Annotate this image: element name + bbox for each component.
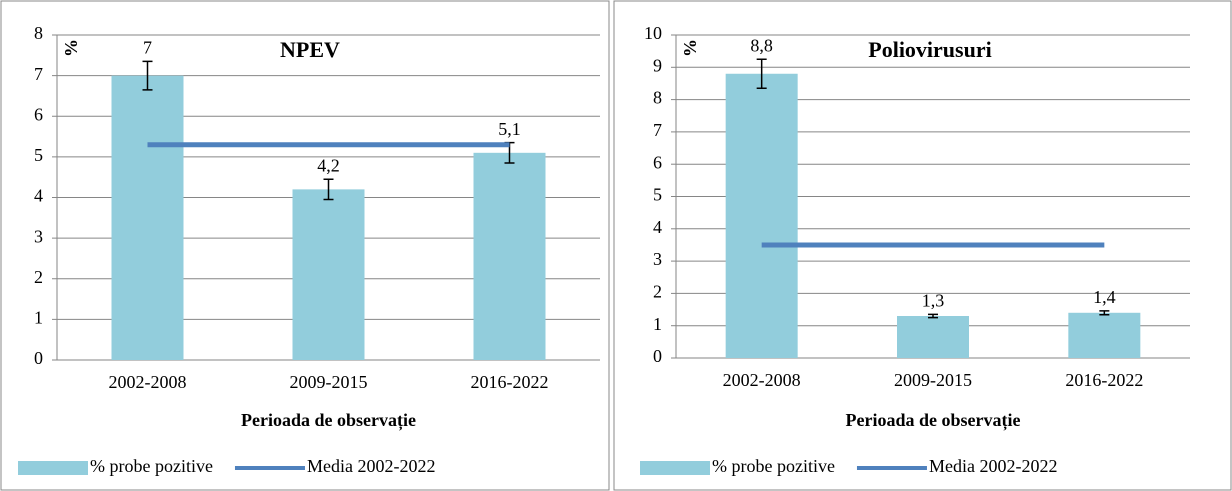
y-tick-label: 7 — [34, 64, 43, 84]
x-tick-label: 2002-2008 — [723, 370, 801, 390]
error-bar — [928, 313, 938, 319]
bar — [292, 189, 365, 360]
data-label: 7 — [143, 38, 152, 58]
legend-label: % probe pozitive — [90, 456, 213, 476]
y-tick-label: 6 — [653, 152, 662, 172]
x-axis-label: Perioada de observație — [846, 410, 1021, 431]
bar — [725, 73, 798, 358]
y-tick-label: 7 — [653, 120, 662, 140]
x-tick-label: 2016-2022 — [1065, 370, 1143, 390]
y-tick-label: 8 — [34, 23, 43, 43]
y-axis-label: % — [680, 39, 700, 57]
bar — [473, 152, 546, 360]
legend-swatch — [18, 461, 88, 475]
y-tick-label: 3 — [653, 249, 662, 269]
bar — [111, 75, 184, 360]
error-bar — [1099, 310, 1110, 316]
y-tick-label: 6 — [34, 104, 43, 124]
chart-title: NPEV — [280, 37, 340, 62]
bar — [897, 316, 969, 358]
legend-label: Media 2002-2022 — [307, 456, 435, 476]
y-tick-label: 2 — [653, 282, 662, 302]
y-tick-label: 5 — [34, 145, 43, 165]
y-tick-label: 1 — [653, 314, 662, 334]
y-tick-label: 5 — [653, 185, 662, 205]
y-tick-label: 4 — [653, 217, 662, 237]
y-tick-label: 3 — [34, 226, 43, 246]
x-tick-label: 2016-2022 — [471, 372, 549, 392]
bar — [1068, 312, 1141, 358]
legend-label: % probe pozitive — [712, 456, 835, 476]
y-tick-label: 1 — [34, 308, 43, 328]
y-tick-label: 0 — [34, 348, 43, 368]
x-tick-label: 2009-2015 — [290, 372, 368, 392]
y-tick-label: 2 — [34, 267, 43, 287]
legend-swatch — [640, 461, 710, 475]
data-label: 5,1 — [498, 119, 521, 139]
y-axis-label: % — [61, 39, 81, 57]
y-tick-label: 8 — [653, 88, 662, 108]
panel-border — [0, 0, 610, 491]
error-bar — [323, 178, 334, 201]
error-bar — [756, 58, 767, 90]
y-tick-label: 9 — [653, 55, 662, 75]
x-tick-label: 2002-2008 — [109, 372, 187, 392]
y-tick-label: 4 — [34, 186, 43, 206]
panel-border — [613, 0, 1232, 491]
legend-label: Media 2002-2022 — [929, 456, 1057, 476]
error-bar — [142, 60, 153, 91]
data-label: 4,2 — [317, 155, 340, 175]
data-label: 1,4 — [1093, 287, 1116, 307]
data-label: 8,8 — [750, 35, 773, 55]
y-tick-label: 10 — [644, 23, 662, 43]
data-label: 1,3 — [922, 291, 945, 311]
x-axis-label: Perioada de observație — [241, 410, 416, 431]
x-tick-label: 2009-2015 — [894, 370, 972, 390]
chart-title: Poliovirusuri — [868, 37, 991, 62]
y-tick-label: 0 — [653, 346, 662, 366]
